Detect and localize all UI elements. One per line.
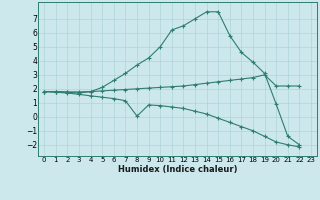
X-axis label: Humidex (Indice chaleur): Humidex (Indice chaleur)	[118, 165, 237, 174]
